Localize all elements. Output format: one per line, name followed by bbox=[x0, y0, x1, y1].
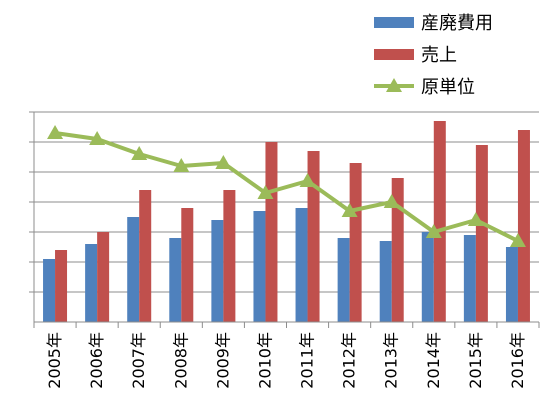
bar-series1-2010年 bbox=[253, 211, 266, 322]
bar-series2-2005年 bbox=[55, 250, 68, 322]
line-marker-2006年 bbox=[89, 131, 106, 145]
bar-series1-2007年 bbox=[127, 217, 140, 322]
line-marker-2009年 bbox=[215, 155, 232, 169]
bar-series2-2009年 bbox=[223, 190, 236, 322]
bar-series1-2012年 bbox=[337, 238, 350, 322]
x-tick-label: 2013年 bbox=[382, 332, 401, 389]
x-tick-labels: 2005年 2006年 2007年 2008年 2009年 2010年 2011年 2012年… bbox=[45, 332, 527, 389]
x-tick-label: 2009年 bbox=[213, 332, 232, 389]
x-tick-label: 2016年 bbox=[508, 332, 527, 389]
x-tick-label: 2008年 bbox=[171, 332, 190, 389]
bar-series1-2013年 bbox=[379, 241, 392, 322]
legend-swatch bbox=[374, 49, 414, 60]
bar-series1-2009年 bbox=[211, 220, 224, 322]
line-marker-2015年 bbox=[467, 212, 484, 226]
line-marker-2016年 bbox=[509, 233, 526, 247]
bar-series2-2010年 bbox=[265, 142, 278, 322]
x-tick-label: 2015年 bbox=[466, 332, 485, 389]
bar-series2-2016年 bbox=[517, 130, 530, 322]
line-marker-2012年 bbox=[341, 203, 358, 217]
bar-series2-2011年 bbox=[307, 151, 320, 322]
bars bbox=[43, 121, 530, 322]
axes bbox=[33, 112, 540, 328]
line-marker-2007年 bbox=[131, 146, 148, 160]
line-marker-2011年 bbox=[299, 173, 316, 187]
x-tick-label: 2011年 bbox=[298, 332, 317, 389]
line-marker-2013年 bbox=[383, 194, 400, 208]
bar-series1-2006年 bbox=[85, 244, 98, 322]
line-series bbox=[47, 125, 526, 247]
bar-series1-2016年 bbox=[505, 247, 518, 322]
line-marker-2008年 bbox=[173, 158, 190, 172]
bar-series2-2006年 bbox=[97, 232, 110, 322]
bar-series1-2014年 bbox=[421, 232, 434, 322]
bar-series2-2012年 bbox=[349, 163, 362, 322]
x-tick-label: 2014年 bbox=[424, 332, 443, 389]
line-marker-2010年 bbox=[257, 185, 274, 199]
x-tick-label: 2012年 bbox=[340, 332, 359, 389]
legend-label: 原単位 bbox=[421, 77, 475, 98]
bar-series1-2005年 bbox=[43, 259, 56, 322]
gridlines bbox=[29, 111, 539, 293]
bar-series2-2008年 bbox=[181, 208, 194, 322]
line-path bbox=[54, 131, 519, 243]
x-tick-label: 2005年 bbox=[45, 332, 64, 389]
bar-series1-2011年 bbox=[295, 208, 308, 322]
legend-label: 売上 bbox=[421, 45, 457, 66]
legend-label: 産廃費用 bbox=[421, 13, 493, 34]
bar-series2-2013年 bbox=[391, 178, 404, 322]
x-tick-label: 2010年 bbox=[255, 332, 274, 389]
legend-swatch bbox=[374, 17, 414, 28]
bar-series2-2014年 bbox=[433, 121, 446, 322]
bar-series2-2015年 bbox=[475, 145, 488, 322]
line-marker-2014年 bbox=[425, 224, 442, 238]
bar-series1-2008年 bbox=[169, 238, 182, 322]
legend-marker bbox=[386, 78, 402, 92]
x-tick-label: 2007年 bbox=[129, 332, 148, 389]
line-marker-2005年 bbox=[47, 125, 64, 139]
bar-series1-2015年 bbox=[463, 235, 476, 322]
bar-series2-2007年 bbox=[139, 190, 152, 322]
x-tick-label: 2006年 bbox=[87, 332, 106, 389]
